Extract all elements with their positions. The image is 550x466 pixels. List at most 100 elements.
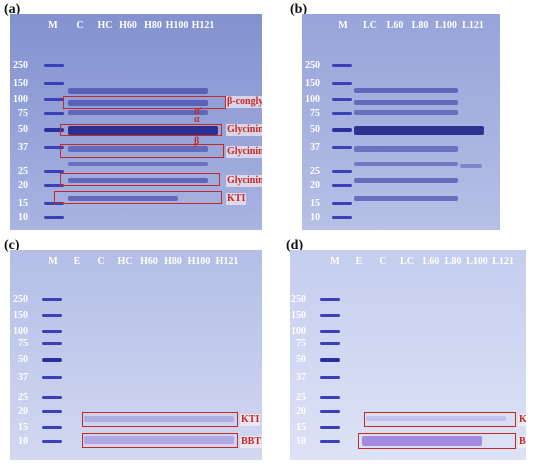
marker-band — [42, 440, 62, 443]
mw-label-20: 20 — [18, 180, 28, 191]
mw-label-50: 50 — [18, 124, 28, 135]
marker-band — [42, 298, 62, 301]
marker-band — [332, 98, 352, 101]
marker-band — [42, 314, 62, 317]
marker-band — [320, 376, 340, 379]
mw-label-50: 50 — [18, 354, 28, 365]
marker-band — [320, 358, 340, 362]
marker-band — [332, 170, 352, 173]
marker-band — [332, 202, 352, 205]
mw-label-10: 10 — [18, 212, 28, 223]
panel-d-label: (d) — [286, 238, 304, 253]
annotation-label-kti: KTI — [518, 414, 526, 426]
protein-band — [84, 416, 234, 422]
mw-label-100: 100 — [291, 326, 306, 337]
lane-label-h100: H100 — [187, 256, 211, 267]
lane-label-h121: H121 — [215, 256, 239, 267]
protein-band — [84, 436, 234, 444]
mw-label-250: 250 — [13, 60, 28, 71]
mw-label-250: 250 — [305, 60, 320, 71]
annotation-label-glycinin: Glycinin — [226, 124, 262, 136]
lane-label-l80: L80 — [411, 20, 429, 31]
mw-label-37: 37 — [18, 372, 28, 383]
mw-label-25: 25 — [18, 392, 28, 403]
marker-band — [44, 82, 64, 85]
mw-label-150: 150 — [13, 310, 28, 321]
panel-c-label: (c) — [4, 238, 20, 253]
protein-band — [68, 110, 208, 115]
marker-band — [42, 426, 62, 429]
annotation-box-bbti — [358, 433, 516, 449]
protein-band — [354, 146, 458, 152]
mw-label-37: 37 — [296, 372, 306, 383]
marker-band — [320, 396, 340, 399]
annotation-box-kti — [82, 412, 238, 427]
mw-label-37: 37 — [310, 142, 320, 153]
lane-label-c: C — [97, 256, 105, 267]
lane-label-e: E — [73, 256, 81, 267]
mw-label-20: 20 — [310, 180, 320, 191]
mw-label-250: 250 — [13, 294, 28, 305]
mw-label-20: 20 — [296, 406, 306, 417]
lane-label-hc: HC — [97, 20, 113, 31]
marker-band — [320, 330, 340, 333]
marker-band — [320, 410, 340, 413]
mw-label-15: 15 — [296, 422, 306, 433]
marker-band — [44, 64, 64, 67]
lane-label-l80: L80 — [444, 256, 462, 267]
lane-label-h80: H80 — [144, 20, 162, 31]
marker-band — [42, 330, 62, 333]
protein-band — [68, 146, 208, 152]
gel-panel-a: M C HC H60 H80 H100 H121 250 150 100 75 … — [10, 14, 262, 230]
lane-label-l60: L60 — [422, 256, 440, 267]
mw-label-100: 100 — [13, 94, 28, 105]
marker-band — [320, 440, 340, 443]
mw-label-25: 25 — [296, 392, 306, 403]
annotation-label-kti: KTI — [240, 414, 261, 426]
marker-band — [44, 146, 64, 149]
lane-label-lc: LC — [400, 256, 414, 267]
protein-band — [68, 88, 208, 94]
mw-label-10: 10 — [310, 212, 320, 223]
annotation-label-bbti: BBTI — [518, 436, 526, 448]
protein-band — [68, 100, 208, 106]
protein-band — [68, 162, 208, 166]
mw-label-150: 150 — [13, 78, 28, 89]
annotation-label-glycinin-a: Glycinin A — [226, 146, 262, 158]
mw-label-75: 75 — [18, 338, 28, 349]
marker-band — [44, 128, 64, 132]
annotation-box-glycinin — [60, 124, 222, 136]
lane-label-h60: H60 — [140, 256, 158, 267]
panel-a-label: (a) — [4, 2, 21, 17]
lane-label-c: C — [76, 20, 84, 31]
mw-label-100: 100 — [305, 94, 320, 105]
marker-band — [332, 64, 352, 67]
marker-band — [320, 314, 340, 317]
marker-band — [44, 98, 64, 101]
lane-label-l121: L121 — [462, 20, 484, 31]
mw-label-50: 50 — [310, 124, 320, 135]
lane-label-c: C — [379, 256, 387, 267]
protein-band — [354, 178, 458, 183]
lane-label-m: M — [48, 20, 58, 31]
marker-band — [320, 298, 340, 301]
mw-label-15: 15 — [18, 198, 28, 209]
annotation-label-alpha-prime: α' — [194, 106, 203, 117]
marker-band — [320, 426, 340, 429]
annotation-label-alpha: α — [194, 114, 200, 125]
protein-band — [354, 88, 458, 93]
marker-band — [42, 342, 62, 345]
lane-label-h80: H80 — [164, 256, 182, 267]
marker-band — [44, 184, 64, 187]
mw-label-20: 20 — [18, 406, 28, 417]
marker-band — [42, 410, 62, 413]
lane-label-h100: H100 — [165, 20, 189, 31]
lane-label-h60: H60 — [119, 20, 137, 31]
mw-label-250: 250 — [291, 294, 306, 305]
mw-label-25: 25 — [18, 166, 28, 177]
lane-label-m: M — [338, 20, 348, 31]
marker-band — [42, 396, 62, 399]
lane-label-hc: HC — [117, 256, 133, 267]
annotation-box-bbti — [82, 433, 238, 448]
mw-label-75: 75 — [310, 108, 320, 119]
